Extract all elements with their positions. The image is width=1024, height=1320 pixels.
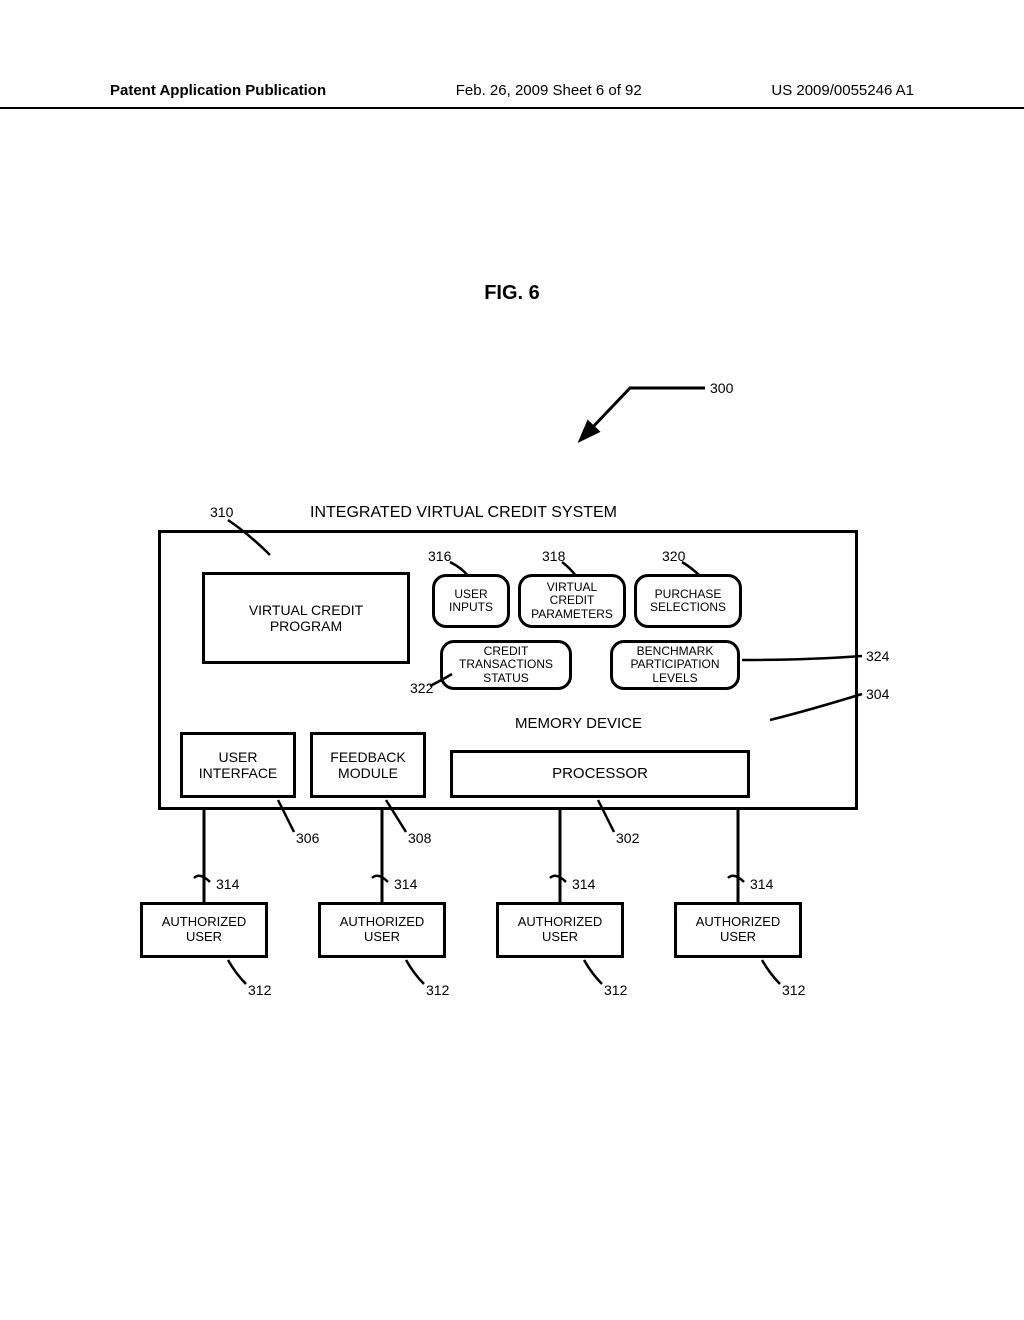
credit-transactions-box: CREDITTRANSACTIONSSTATUS bbox=[440, 640, 572, 690]
authorized-user-box: AUTHORIZEDUSER bbox=[674, 902, 802, 958]
ref-300: 300 bbox=[710, 380, 733, 396]
ref-312: 312 bbox=[426, 982, 449, 998]
ref-316: 316 bbox=[428, 548, 451, 564]
ref-312: 312 bbox=[782, 982, 805, 998]
ref-318: 318 bbox=[542, 548, 565, 564]
virtual-credit-program-box: VIRTUAL CREDITPROGRAM bbox=[202, 572, 410, 664]
page-header: Patent Application Publication Feb. 26, … bbox=[0, 82, 1024, 109]
header-right: US 2009/0055246 A1 bbox=[771, 82, 914, 99]
processor-box: PROCESSOR bbox=[450, 750, 750, 798]
ref-314: 314 bbox=[394, 876, 417, 892]
header-center: Feb. 26, 2009 Sheet 6 of 92 bbox=[456, 82, 642, 99]
header-left: Patent Application Publication bbox=[110, 82, 326, 99]
ref-304: 304 bbox=[866, 686, 889, 702]
ref-314: 314 bbox=[572, 876, 595, 892]
authorized-user-box: AUTHORIZEDUSER bbox=[496, 902, 624, 958]
benchmark-levels-box: BENCHMARKPARTICIPATIONLEVELS bbox=[610, 640, 740, 690]
ref-320: 320 bbox=[662, 548, 685, 564]
diagram: INTEGRATED VIRTUAL CREDIT SYSTEM VIRTUAL… bbox=[110, 360, 910, 1040]
ref-302: 302 bbox=[616, 830, 639, 846]
ref-312: 312 bbox=[604, 982, 627, 998]
ref-322: 322 bbox=[410, 680, 433, 696]
ref-310: 310 bbox=[210, 504, 233, 520]
ref-324: 324 bbox=[866, 648, 889, 664]
user-interface-box: USERINTERFACE bbox=[180, 732, 296, 798]
purchase-selections-box: PURCHASESELECTIONS bbox=[634, 574, 742, 628]
user-inputs-box: USERINPUTS bbox=[432, 574, 510, 628]
feedback-module-box: FEEDBACKMODULE bbox=[310, 732, 426, 798]
ref-312: 312 bbox=[248, 982, 271, 998]
ref-314: 314 bbox=[750, 876, 773, 892]
ref-308: 308 bbox=[408, 830, 431, 846]
ref-306: 306 bbox=[296, 830, 319, 846]
memory-device-label: MEMORY DEVICE bbox=[515, 715, 642, 732]
authorized-user-box: AUTHORIZEDUSER bbox=[318, 902, 446, 958]
system-title: INTEGRATED VIRTUAL CREDIT SYSTEM bbox=[310, 504, 617, 522]
figure-label: FIG. 6 bbox=[0, 282, 1024, 305]
authorized-user-box: AUTHORIZEDUSER bbox=[140, 902, 268, 958]
vc-parameters-box: VIRTUALCREDITPARAMETERS bbox=[518, 574, 626, 628]
ref-314: 314 bbox=[216, 876, 239, 892]
